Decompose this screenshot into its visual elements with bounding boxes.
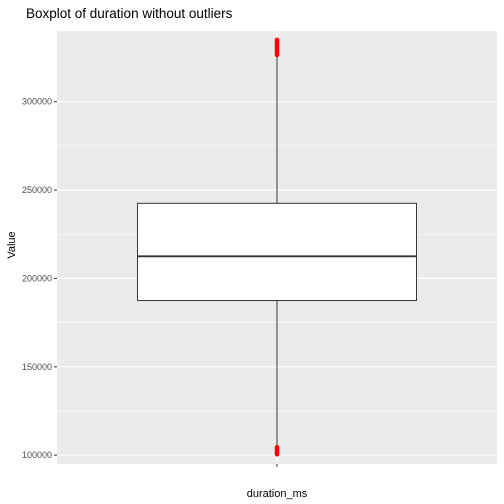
y-axis-title: Value [6, 231, 18, 258]
box-iqr [137, 202, 417, 302]
y-tick-label: 100000 [22, 450, 52, 460]
axis-ticks: 100000 150000 200000 250000 300000 duration_m… [22, 97, 308, 500]
y-tick-label: 300000 [22, 97, 52, 107]
y-tick-label: 250000 [22, 185, 52, 195]
x-tick-label: duration_ms [247, 488, 308, 500]
box-layer [137, 39, 417, 455]
y-tick-label: 200000 [22, 273, 52, 283]
chart-title: Boxplot of duration without outliers [26, 6, 233, 21]
y-tick-label: 150000 [22, 362, 52, 372]
